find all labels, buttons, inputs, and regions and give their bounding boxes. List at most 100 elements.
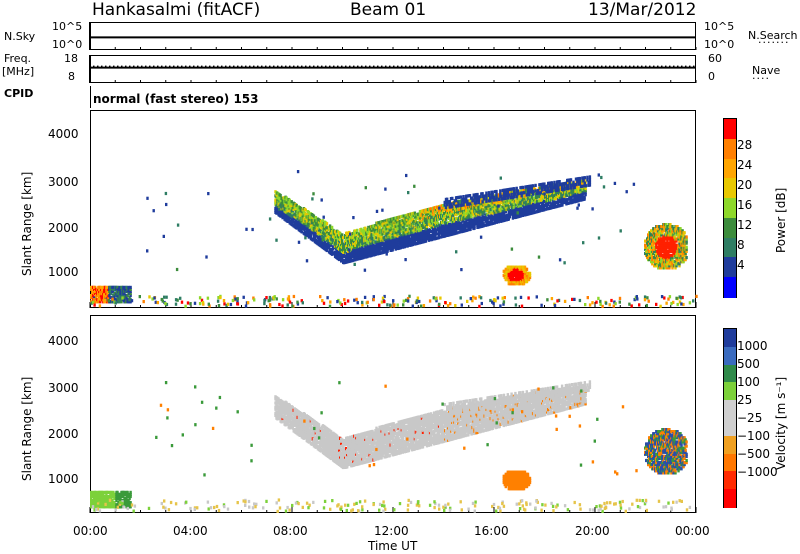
colorbar-cell	[724, 382, 736, 402]
power-cell	[635, 295, 638, 299]
power-cell	[427, 222, 431, 226]
power-cell	[376, 231, 379, 235]
power-cell	[546, 298, 549, 302]
power-cell	[379, 222, 382, 226]
power-cell	[445, 213, 448, 217]
power-cell	[482, 222, 485, 226]
power-cell	[146, 196, 149, 200]
power-ytick-2000: 2000	[48, 221, 79, 235]
power-cell	[385, 231, 388, 235]
power-cell	[415, 299, 419, 303]
power-cell	[478, 195, 482, 199]
power-cell	[683, 231, 686, 235]
power-cell	[304, 208, 307, 212]
power-cell	[449, 210, 452, 214]
power-cell	[468, 221, 471, 225]
power-cell	[355, 249, 358, 253]
power-cell	[545, 207, 548, 211]
power-cell	[507, 187, 511, 192]
power-cell	[449, 224, 452, 228]
power-cell	[414, 219, 418, 223]
power-cell	[360, 231, 363, 235]
power-cell	[435, 207, 439, 211]
power-cell	[499, 192, 502, 196]
power-cell	[507, 201, 510, 205]
power-cell	[406, 299, 410, 303]
power-cell	[223, 302, 226, 306]
power-cell	[358, 242, 361, 246]
power-cell	[234, 297, 237, 301]
power-cell	[481, 220, 484, 224]
power-cb-tick-24: 24	[737, 158, 753, 172]
power-cell	[560, 182, 564, 186]
power-cell	[619, 229, 622, 233]
power-cell	[520, 304, 524, 308]
power-cell	[591, 301, 594, 305]
power-cell	[582, 241, 585, 245]
power-cell	[679, 227, 682, 231]
power-cell	[372, 295, 375, 299]
power-cell	[508, 211, 511, 215]
power-cell	[573, 185, 576, 190]
power-cell	[528, 271, 532, 275]
power-cell	[581, 187, 584, 191]
power-cell	[394, 243, 397, 247]
power-cell	[377, 221, 380, 225]
power-cell	[456, 216, 459, 220]
power-cell	[371, 241, 374, 245]
power-cell	[411, 218, 415, 222]
power-cell	[486, 208, 489, 212]
power-cell	[437, 223, 441, 227]
velocity-cb-tick-neg100: −100	[737, 429, 770, 443]
power-cell	[459, 203, 463, 207]
power-colorbar	[723, 118, 737, 298]
power-cell	[565, 192, 568, 196]
power-cell	[558, 182, 561, 186]
power-cell	[680, 302, 683, 306]
power-cell	[236, 297, 239, 301]
power-cell	[466, 228, 469, 232]
colorbar-cell	[724, 277, 736, 298]
power-cell	[423, 223, 427, 227]
power-cell	[547, 187, 550, 191]
power-cell	[373, 234, 376, 238]
power-cell	[431, 221, 435, 225]
power-cell	[184, 304, 187, 308]
power-cell	[457, 212, 460, 216]
power-cell	[442, 204, 445, 208]
power-cell	[411, 242, 415, 247]
power-cell	[574, 183, 578, 187]
power-cell	[394, 233, 397, 237]
power-cell	[688, 301, 692, 305]
power-cell	[567, 201, 570, 205]
power-cell	[362, 235, 365, 239]
power-cell	[422, 235, 426, 240]
power-cell	[553, 186, 556, 190]
power-cell	[537, 203, 541, 207]
power-cell	[446, 304, 450, 308]
power-cell	[576, 191, 579, 195]
power-cell	[421, 232, 425, 236]
power-cell	[526, 185, 530, 189]
power-cell	[246, 301, 250, 305]
power-cell	[676, 302, 679, 307]
power-cell	[380, 234, 383, 238]
power-cell	[498, 201, 501, 205]
power-cell	[440, 227, 443, 231]
power-cell	[410, 239, 414, 243]
power-cell	[217, 304, 221, 308]
power-cell	[443, 200, 446, 204]
power-cell	[490, 196, 493, 200]
power-cell	[475, 201, 478, 205]
power-cell	[396, 228, 399, 232]
power-cell	[474, 296, 477, 300]
power-cell	[449, 202, 453, 206]
power-cell	[421, 217, 425, 221]
power-cell	[588, 180, 592, 184]
power-cell	[394, 247, 397, 251]
power-cell	[480, 216, 483, 220]
power-cell	[437, 236, 441, 240]
power-cell	[329, 233, 333, 237]
power-cell	[222, 299, 226, 303]
power-cell	[543, 192, 546, 196]
